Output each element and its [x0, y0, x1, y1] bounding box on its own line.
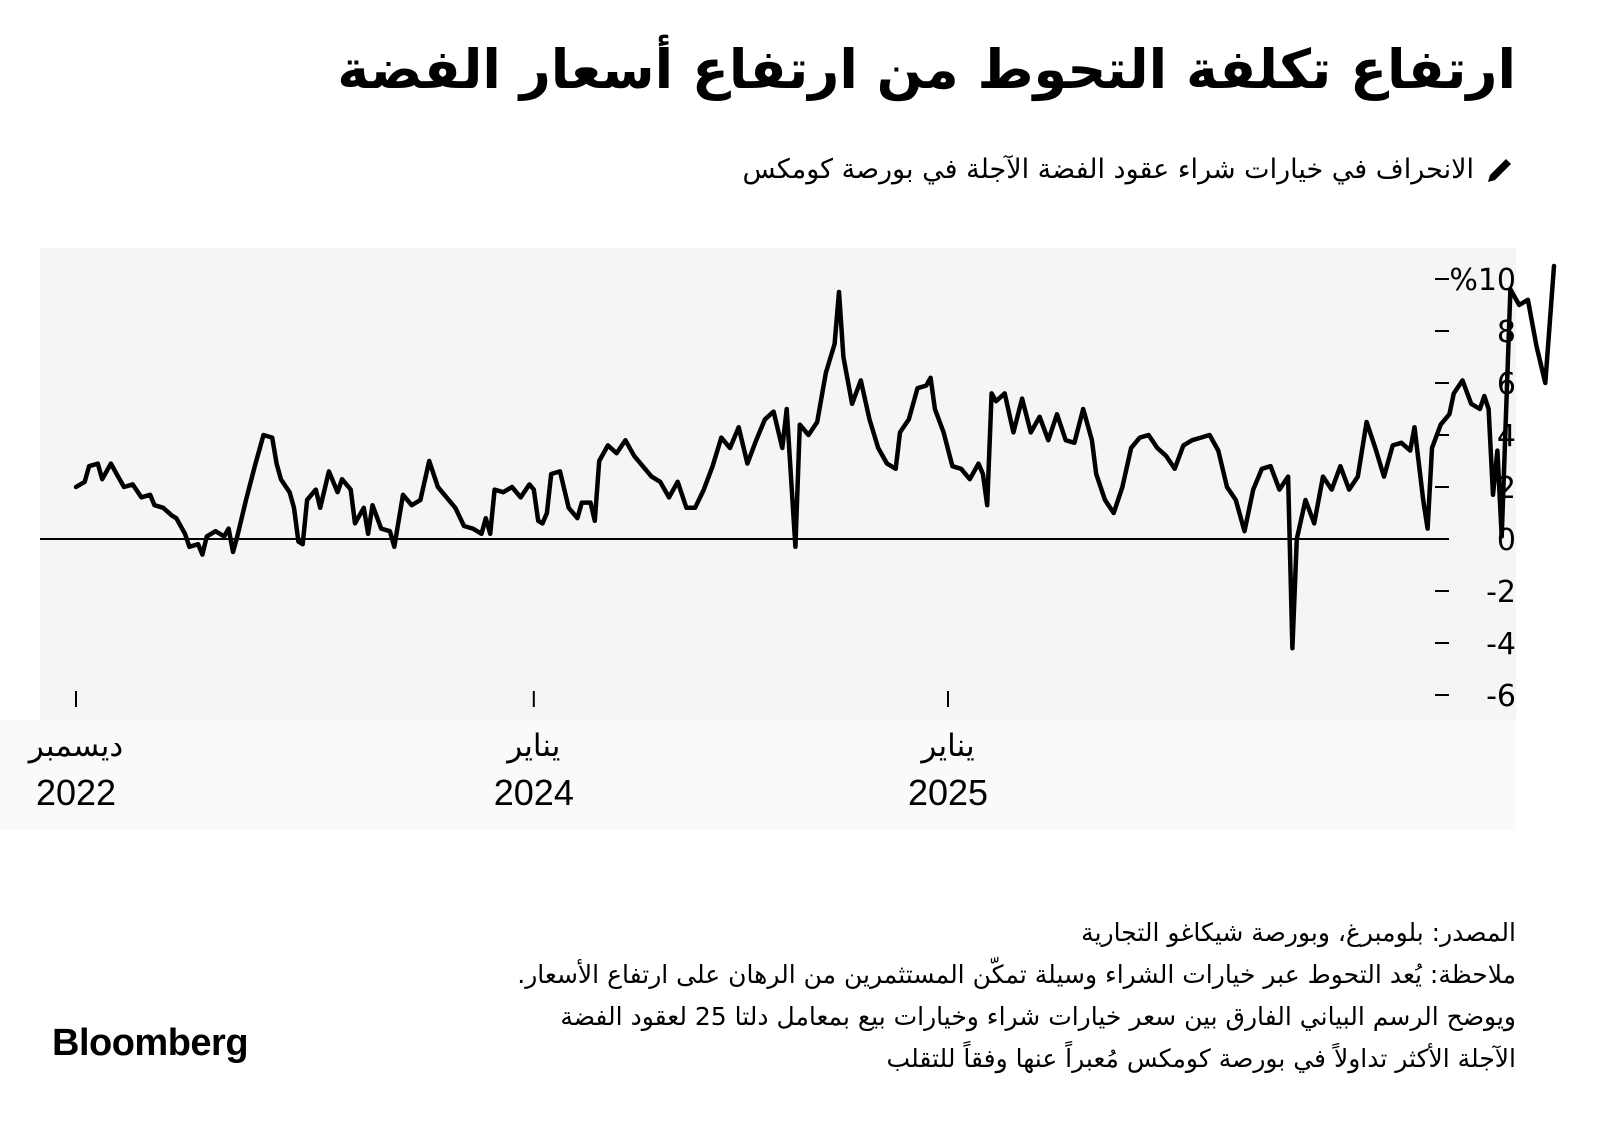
y-tick-label: -4: [1486, 627, 1516, 662]
y-tick-label: -2: [1486, 575, 1516, 610]
note-line: ملاحظة: يُعد التحوط عبر خيارات الشراء وس…: [517, 960, 1516, 989]
series-line: [73, 263, 1557, 651]
x-tick-label-month: يناير: [919, 728, 974, 764]
plot-panel: [40, 248, 1516, 720]
x-tick-label-month: يناير: [505, 728, 560, 764]
x-axis-panel: [0, 720, 1516, 830]
source-note: المصدر: بلومبرغ، وبورصة شيكاغو التجارية: [1081, 918, 1516, 947]
x-tick-label-month: ديسمبر: [27, 728, 123, 764]
subtitle-text: الانحراف في خيارات شراء عقود الفضة الآجل…: [742, 153, 1474, 185]
chart-subtitle: الانحراف في خيارات شراء عقود الفضة الآجل…: [742, 152, 1516, 186]
chart-notes: المصدر: بلومبرغ، وبورصة شيكاغو التجارية …: [336, 912, 1516, 1080]
y-tick-label: -6: [1486, 679, 1516, 714]
note-line: الآجلة الأكثر تداولاً في بورصة كومكس مُع…: [886, 1044, 1516, 1073]
x-tick-label-year: 2022: [36, 772, 116, 813]
chart-title: ارتفاع تكلفة التحوط من ارتفاع أسعار الفض…: [337, 38, 1516, 101]
note-line: ويوضح الرسم البياني الفارق بين سعر خيارا…: [560, 1002, 1516, 1031]
y-tick-label: %10: [1449, 263, 1516, 298]
pen-icon: [1488, 159, 1511, 182]
x-tick-label-year: 2024: [494, 772, 574, 813]
x-tick-label-year: 2025: [908, 772, 988, 813]
bloomberg-logo: Bloomberg: [52, 1022, 249, 1064]
